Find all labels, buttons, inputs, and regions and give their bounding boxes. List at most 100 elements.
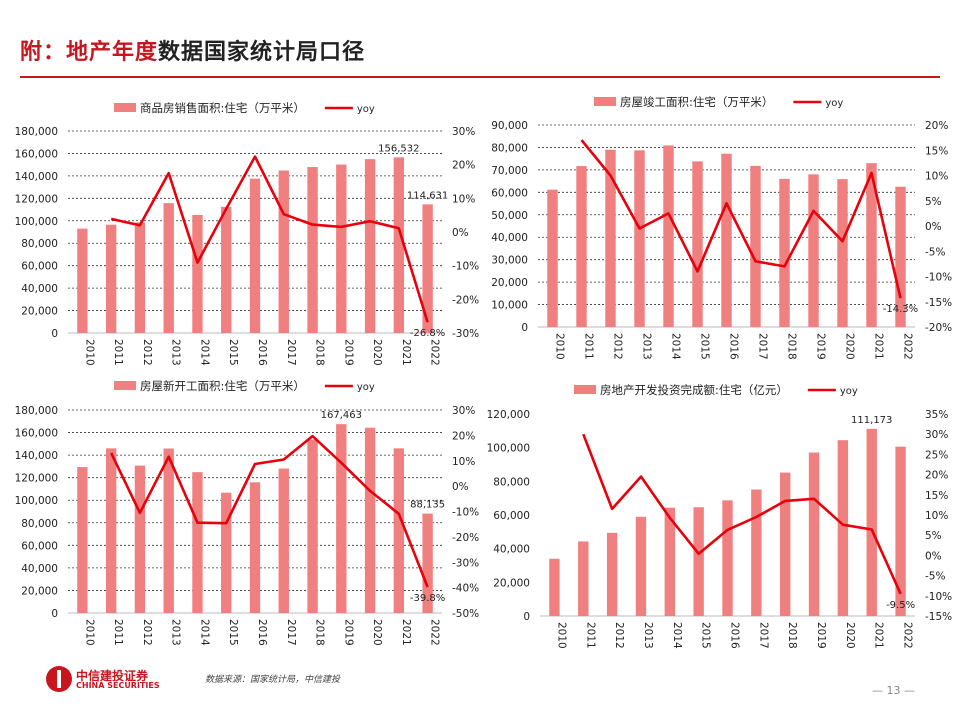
bar: [192, 472, 203, 613]
right-axis-tick-label: 15%: [925, 490, 948, 502]
bar: [364, 427, 376, 613]
left-axis-tick-label: 0: [523, 611, 530, 623]
bar: [895, 186, 906, 327]
bar: [837, 440, 849, 616]
x-axis-tick-label: 2019: [815, 333, 827, 360]
x-axis-tick-label: 2015: [700, 622, 712, 649]
left-axis-tick-label: 160,000: [15, 428, 58, 440]
x-axis-tick-label: 2021: [873, 622, 885, 649]
bar: [751, 489, 762, 616]
bar: [576, 166, 587, 327]
left-axis-tick-label: 60,000: [21, 540, 58, 552]
right-axis-tick-label: 20%: [452, 430, 475, 442]
x-axis-tick-label: 2019: [342, 619, 354, 646]
left-axis-tick-label: 10,000: [491, 300, 528, 312]
legend-label-line: yoy: [357, 382, 375, 393]
left-axis-tick-label: 0: [51, 328, 58, 340]
bar: [808, 452, 820, 616]
bar: [278, 468, 289, 613]
bar: [866, 163, 877, 327]
left-axis-tick-label: 50,000: [491, 210, 528, 222]
x-axis-tick-label: 2020: [371, 619, 383, 646]
left-axis-tick-label: 60,000: [493, 510, 530, 522]
left-axis-tick-label: 30,000: [491, 255, 528, 267]
left-axis-tick-label: 40,000: [21, 563, 58, 575]
bar: [866, 428, 877, 616]
x-axis-tick-label: 2018: [786, 622, 798, 649]
x-axis-tick-label: 2017: [757, 333, 769, 360]
x-axis-tick-label: 2014: [671, 622, 683, 649]
bar: [664, 507, 675, 616]
right-axis-tick-label: 0%: [452, 227, 469, 239]
right-axis-tick-label: 0%: [452, 481, 469, 493]
left-axis-tick-label: 70,000: [491, 165, 528, 177]
legend-label-line: yoy: [825, 98, 843, 109]
left-axis-tick-label: 90,000: [491, 120, 528, 132]
x-axis-tick-label: 2014: [198, 339, 210, 366]
right-axis-tick-label: 5%: [925, 196, 942, 208]
x-axis-tick-label: 2011: [583, 333, 595, 360]
left-axis-tick-label: 120,000: [15, 473, 58, 485]
left-axis-tick-label: 20,000: [491, 277, 528, 289]
bar: [364, 159, 376, 333]
chart-residential-investment: 0 20,000 40,000 60,000 80,000 100,000 120,000 -…: [487, 383, 953, 649]
bar: [105, 448, 117, 613]
bar: [721, 153, 732, 327]
data-label: 88,135: [410, 500, 445, 511]
bar: [722, 500, 733, 616]
right-axis-tick-label: 10%: [452, 456, 475, 468]
right-axis-tick-label: 30%: [925, 429, 948, 441]
page-number: — 13 —: [872, 684, 915, 697]
x-axis-tick-label: 2018: [314, 619, 326, 646]
right-axis-tick-label: 10%: [925, 171, 948, 183]
x-axis-tick-label: 2012: [613, 622, 625, 649]
bar: [635, 516, 647, 616]
data-label: 167,463: [321, 410, 362, 421]
x-axis-tick-label: 2021: [873, 333, 885, 360]
data-label: 114,631: [407, 190, 448, 201]
bar: [393, 448, 405, 613]
chart-residential-sales-area: 0 20,000 40,000 60,000 80,000 100,000 120,000 1…: [15, 101, 480, 366]
right-axis-tick-label: -5%: [925, 571, 945, 583]
right-axis-tick-label: 10%: [925, 510, 948, 522]
x-axis-tick-label: 2020: [844, 333, 856, 360]
data-label: -9.5%: [886, 600, 915, 611]
x-axis-tick-label: 2013: [170, 619, 182, 646]
right-axis-tick-label: -10%: [925, 591, 952, 603]
bar: [693, 507, 704, 616]
legend-label-bar: 房屋新开工面积:住宅（万平米）: [140, 379, 305, 393]
bar: [750, 165, 761, 327]
right-axis-tick-label: 15%: [925, 145, 948, 157]
x-axis-tick-label: 2011: [112, 339, 124, 366]
bar: [105, 224, 117, 333]
x-axis-tick-label: 2014: [198, 619, 210, 646]
data-source-note: 数据来源：国家统计局，中信建投: [205, 675, 341, 685]
legend-label-bar: 商品房销售面积:住宅（万平米）: [140, 101, 305, 115]
x-axis-tick-label: 2010: [83, 339, 95, 366]
left-axis-tick-label: 120,000: [15, 193, 58, 205]
bar: [393, 157, 405, 333]
data-label: 156,532: [378, 143, 419, 154]
bar: [192, 214, 203, 333]
bar: [221, 206, 232, 333]
bar: [249, 482, 261, 613]
bar: [221, 492, 232, 613]
yoy-line: [110, 155, 429, 323]
x-axis-tick-label: 2018: [786, 333, 798, 360]
bar: [163, 448, 174, 613]
right-axis-tick-label: -30%: [452, 328, 479, 340]
left-axis-tick-label: 120,000: [487, 409, 530, 421]
legend-swatch-bar: [114, 103, 136, 112]
page-title-black: 数据国家统计局口径: [158, 39, 366, 65]
bar: [422, 204, 433, 333]
data-label: -14.3%: [883, 304, 918, 315]
left-axis-tick-label: 80,000: [21, 238, 58, 250]
bar: [134, 222, 146, 333]
bar: [895, 446, 906, 616]
right-axis-tick-label: -50%: [452, 608, 479, 620]
left-axis-tick-label: 60,000: [21, 261, 58, 273]
bar: [77, 228, 88, 333]
right-axis-tick-label: 20%: [925, 470, 948, 482]
right-axis-tick-label: -10%: [452, 507, 479, 519]
x-axis-tick-label: 2016: [728, 333, 740, 360]
